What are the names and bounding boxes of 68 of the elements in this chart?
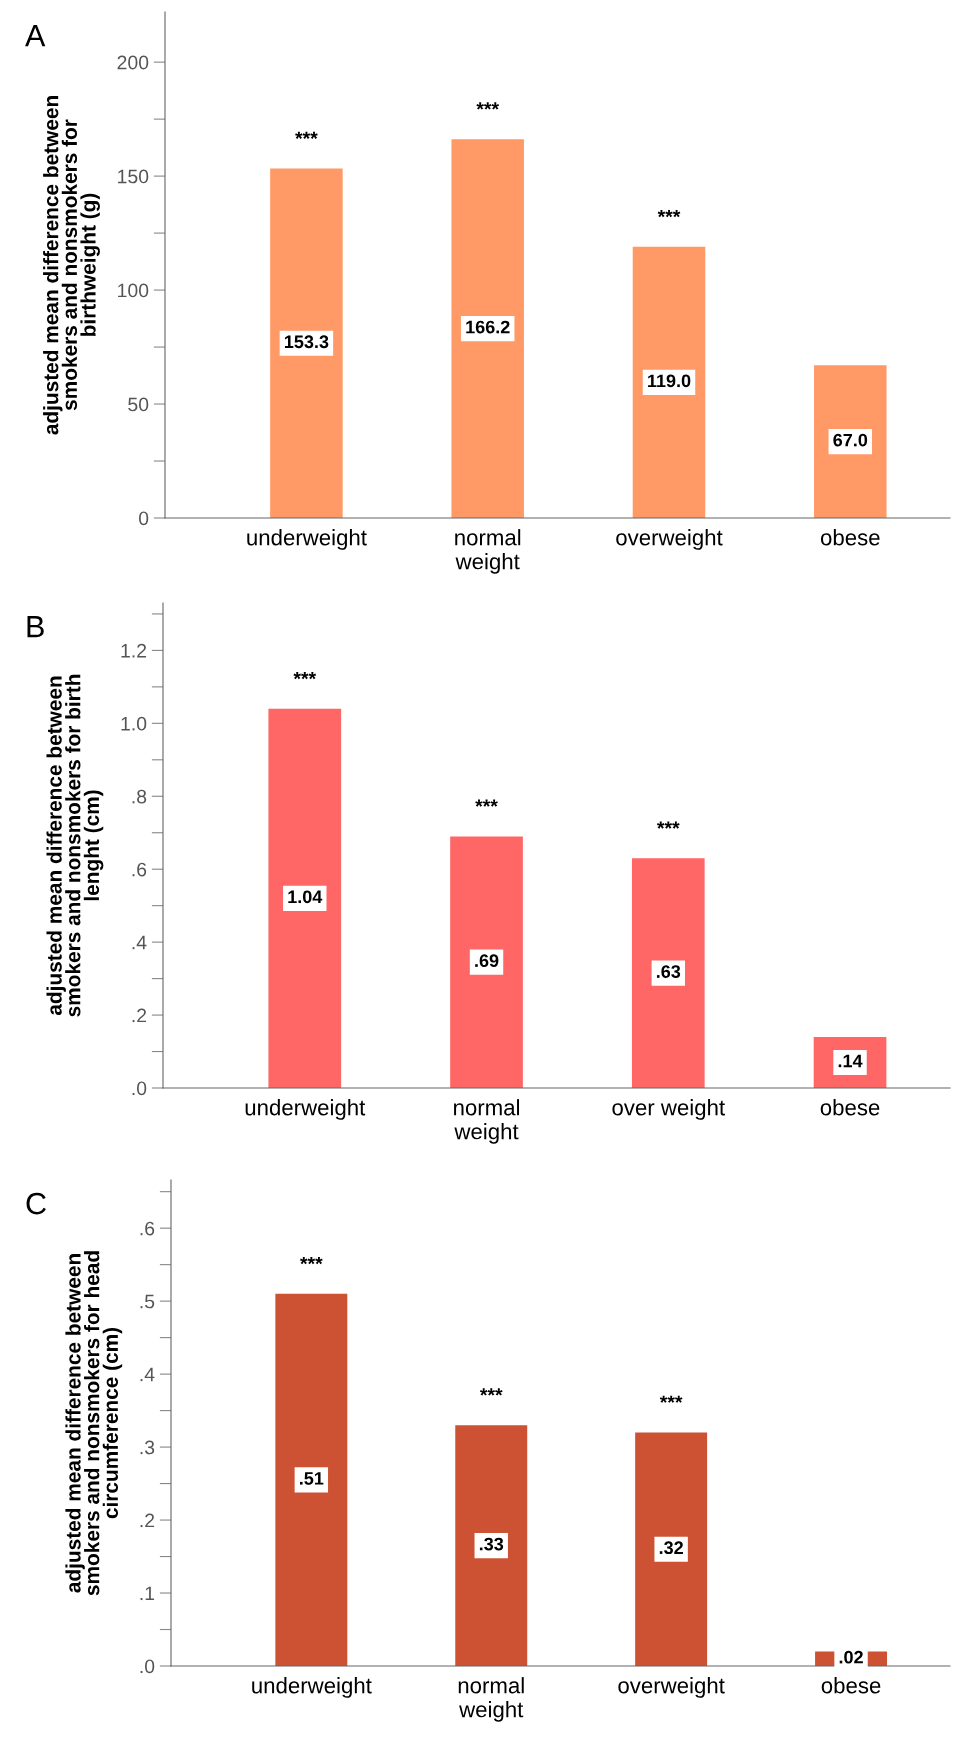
data-label: 119.0	[648, 374, 691, 388]
x-tick-label: overweight	[616, 529, 723, 550]
chart-title: C	[26, 1192, 46, 1215]
annotation: ***	[656, 821, 680, 829]
bar	[270, 168, 343, 518]
x-tick-label: underweight	[247, 529, 367, 550]
y-tick-label: .6	[132, 862, 147, 877]
annotation: ***	[475, 799, 498, 807]
x-tick-label: obese	[820, 529, 880, 546]
y-tick-label: .3	[140, 1440, 155, 1455]
x-tick-label: normal weight	[458, 1677, 524, 1722]
data-label: .63	[656, 965, 681, 978]
y-tick-label: .1	[140, 1586, 155, 1601]
bar	[631, 858, 705, 1088]
annotation: ***	[659, 1395, 683, 1403]
y-tick-label: .4	[140, 1367, 155, 1382]
y-tick-label: .5	[140, 1294, 155, 1309]
x-tick-label: obese	[820, 1099, 880, 1116]
annotation: ***	[293, 671, 317, 680]
bar	[635, 1432, 708, 1666]
y-tick-label: 0	[138, 511, 149, 526]
y-axis-title: adjusted mean difference between smokers and nonsmokers for birthweight (g)	[43, 96, 100, 435]
y-axis-title: adjusted mean difference between smokers and nonsmokers for head circumference (cm)	[65, 1251, 123, 1596]
bar	[814, 365, 887, 518]
y-tick-label: .2	[132, 1008, 147, 1023]
bar	[455, 1425, 528, 1666]
y-tick-label: 1.2	[121, 643, 147, 658]
annotation: ***	[300, 1256, 323, 1265]
annotation: ***	[476, 102, 500, 110]
y-tick-label: .2	[140, 1513, 155, 1528]
data-label: .32	[659, 1541, 683, 1555]
y-tick-label: .0	[132, 1081, 147, 1096]
data-label: .33	[479, 1537, 504, 1551]
bar	[451, 139, 524, 518]
y-tick-label: 1.0	[121, 716, 147, 731]
data-label: .02	[839, 1650, 863, 1664]
y-tick-label: .6	[140, 1221, 155, 1236]
x-tick-label: overweight	[618, 1677, 725, 1698]
bar	[268, 708, 342, 1088]
y-tick-label: 50	[128, 397, 149, 412]
annotation: ***	[295, 131, 318, 139]
x-tick-label: normal weight	[455, 529, 521, 574]
data-label: .51	[300, 1472, 324, 1485]
annotation: ***	[479, 1388, 503, 1396]
y-tick-label: 200	[117, 55, 149, 70]
chart-title: A	[25, 25, 46, 47]
data-label: 153.3	[284, 335, 329, 349]
y-tick-label: .0	[140, 1659, 155, 1674]
annotation: ***	[657, 209, 681, 218]
x-tick-label: normal weight	[454, 1099, 519, 1144]
data-label: .69	[475, 954, 499, 968]
y-tick-label: 100	[118, 283, 149, 298]
bar	[632, 246, 706, 518]
x-tick-label: obese	[821, 1677, 881, 1694]
data-label: .14	[838, 1054, 863, 1068]
data-label: 67.0	[833, 433, 868, 447]
data-label: 166.2	[466, 320, 510, 334]
y-tick-label: .4	[132, 935, 147, 950]
x-tick-label: underweight	[245, 1099, 366, 1120]
x-tick-label: over weight	[612, 1099, 725, 1120]
y-tick-label: 150	[118, 169, 149, 184]
y-axis-title: adjusted mean difference between smokers and nonsmokers for birth lenght (cm)	[46, 674, 104, 1017]
bar	[275, 1293, 348, 1666]
bar	[450, 836, 523, 1088]
x-tick-label: underweight	[252, 1677, 372, 1698]
data-label: 1.04	[288, 890, 323, 904]
chart-title: B	[27, 616, 44, 638]
y-tick-label: .8	[132, 789, 147, 804]
